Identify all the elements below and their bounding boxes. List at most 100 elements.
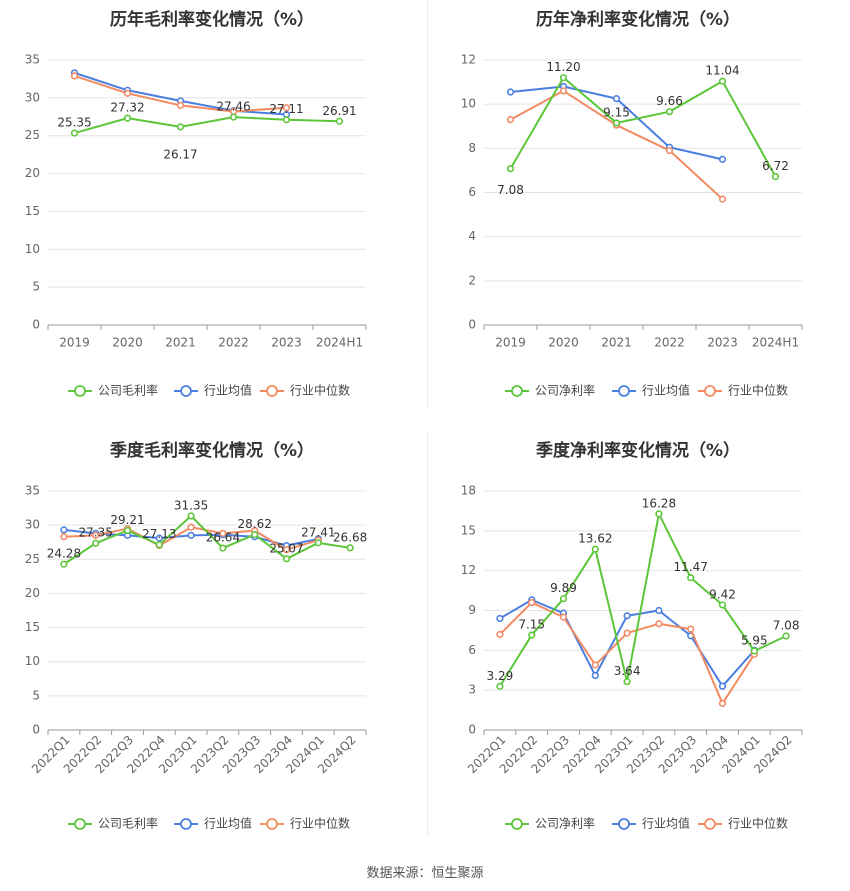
data-point-industry_median (623, 629, 631, 637)
series-line-company (499, 512, 787, 687)
data-point-industry_median (591, 661, 599, 669)
data-point-company (176, 123, 185, 131)
legend-label: 公司净利率 (535, 383, 595, 398)
data-point-company (623, 678, 631, 686)
legend-item-industry_avg: 行业均值 (174, 383, 252, 398)
x-tick-label: 2021 (165, 336, 196, 350)
legend-swatch-marker (180, 818, 192, 830)
legend-label: 公司毛利率 (98, 383, 158, 398)
data-label: 25.35 (57, 116, 91, 130)
data-point-industry_median (687, 625, 695, 633)
data-label: 9.89 (550, 581, 577, 595)
data-point-company (335, 117, 344, 125)
data-point-company (782, 632, 790, 640)
legend-swatch-marker (266, 385, 278, 397)
series-line-company (509, 76, 777, 178)
data-point-industry_avg (496, 614, 504, 623)
y-tick-label: 20 (25, 166, 40, 180)
y-tick-label: 12 (461, 53, 476, 67)
data-label: 7.08 (773, 618, 800, 632)
x-tick-label: 2021 (601, 336, 632, 350)
divider-bottom (427, 432, 428, 837)
data-point-industry_avg (60, 526, 68, 534)
y-tick-label: 2 (468, 273, 476, 287)
data-label: 13.62 (578, 532, 612, 546)
y-tick-label: 10 (25, 242, 40, 256)
data-point-company (346, 544, 354, 552)
chart-title: 季度毛利率变化情况（%） (110, 440, 314, 461)
x-tick-label: 2019 (495, 336, 526, 350)
x-tick-label: 2020 (112, 336, 143, 350)
data-label: 5.95 (741, 633, 768, 647)
data-point-industry_avg (718, 155, 727, 163)
legend-swatch-marker (511, 385, 523, 397)
data-label: 27.41 (301, 525, 335, 539)
data-point-company (251, 530, 259, 539)
y-tick-label: 0 (468, 318, 476, 332)
y-tick-label: 0 (32, 318, 40, 332)
data-point-industry_avg (718, 682, 727, 690)
x-tick-label: 2024H1 (316, 336, 363, 350)
legend-swatch-marker (618, 385, 630, 397)
data-label: 26.17 (163, 147, 197, 161)
legend-label: 行业均值 (204, 383, 252, 398)
legend-item-industry_avg: 行业均值 (174, 816, 252, 831)
data-point-industry_avg (506, 88, 515, 96)
legend-swatch-marker (74, 385, 86, 397)
data-point-industry_median (176, 101, 185, 110)
legend-label: 公司毛利率 (98, 816, 158, 831)
y-tick-label: 30 (25, 90, 40, 104)
legend-item-company: 公司毛利率 (68, 383, 158, 398)
x-tick-label: 2023 (707, 336, 738, 350)
data-point-industry_median (655, 620, 663, 628)
data-point-industry_median (219, 529, 227, 537)
y-tick-label: 5 (32, 280, 40, 294)
data-label: 27.46 (216, 100, 250, 114)
data-point-company (528, 631, 536, 639)
chart-annual-gross: 历年毛利率变化情况（%） 0 5 10 15 20 25 30 35 2019 2020 2021 20… (25, 9, 367, 398)
legend-swatch-marker (704, 385, 716, 397)
data-point-company (229, 113, 238, 121)
y-tick-label: 6 (468, 185, 476, 199)
legend-item-industry_median: 行业中位数 (698, 816, 788, 831)
data-label: 31.35 (174, 498, 208, 512)
data-point-industry_median (559, 613, 568, 621)
data-point-company (612, 119, 621, 127)
legend-swatch-marker (180, 385, 192, 397)
x-tick-label: 2019 (59, 336, 90, 350)
data-point-industry_avg (187, 531, 195, 539)
data-point-industry_median (70, 72, 79, 80)
data-point-company (718, 601, 727, 609)
legend-label: 行业中位数 (728, 816, 788, 831)
data-label: 25.07 (269, 541, 303, 555)
series-line-company (74, 116, 340, 135)
data-point-industry_median (187, 523, 195, 531)
data-point-company (655, 510, 663, 518)
y-tick-label: 10 (461, 97, 476, 111)
data-label: 26.64 (206, 531, 240, 545)
data-point-company (187, 512, 195, 520)
y-tick-label: 18 (461, 484, 476, 498)
data-label: 27.11 (269, 102, 303, 116)
legend-swatch-marker (266, 818, 278, 830)
data-label: 16.28 (642, 496, 676, 510)
data-point-industry_median (506, 116, 515, 124)
legend-item-company: 公司净利率 (505, 383, 595, 398)
legend-label: 行业中位数 (728, 383, 788, 398)
data-label: 7.08 (497, 183, 524, 197)
data-point-company (591, 545, 599, 553)
y-tick-label: 3 (468, 683, 476, 697)
data-point-company (665, 108, 674, 116)
y-tick-label: 30 (25, 518, 40, 532)
chart-quarterly-gross: 季度毛利率变化情况（%）051015202530352022Q12022Q220… (25, 440, 368, 831)
data-label: 27.32 (110, 101, 144, 115)
legend-item-company: 公司净利率 (505, 816, 595, 831)
data-label: 9.66 (656, 94, 683, 108)
data-label: 29.21 (110, 513, 144, 527)
data-point-industry_median (718, 195, 727, 203)
data-label: 11.04 (705, 64, 739, 78)
data-point-industry_median (528, 598, 536, 607)
data-label: 6.72 (762, 159, 789, 173)
data-point-company (92, 539, 100, 547)
data-point-industry_median (665, 146, 674, 155)
